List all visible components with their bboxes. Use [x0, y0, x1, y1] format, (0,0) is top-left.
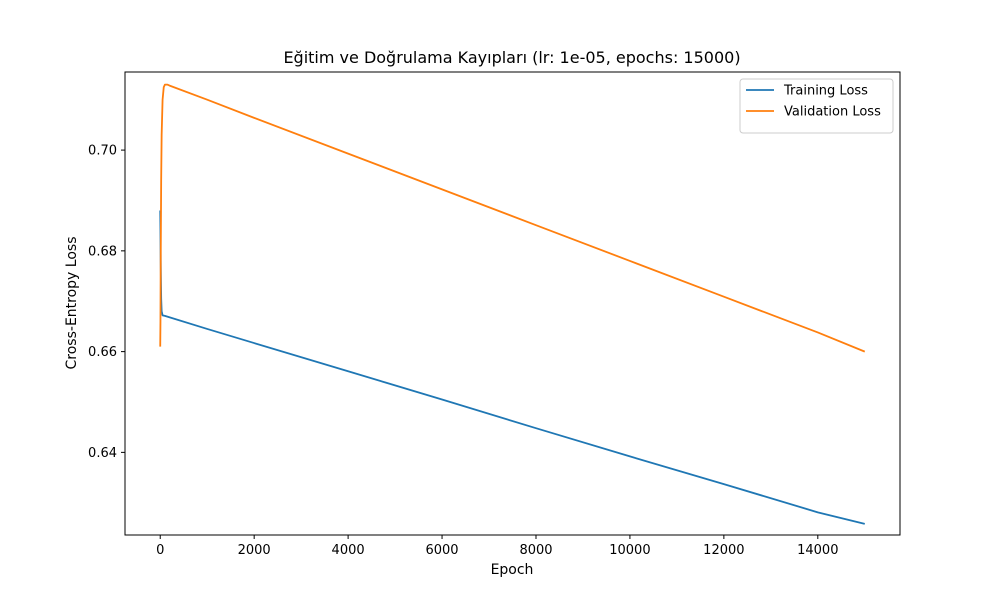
x-tick-label: 8000 [519, 543, 552, 558]
x-tick-label: 12000 [703, 543, 744, 558]
legend: Training Loss Validation Loss [739, 78, 894, 134]
x-tick-label: 4000 [332, 543, 365, 558]
y-tick-label: 0.64 [88, 446, 117, 461]
x-axis-label: Epoch [491, 562, 534, 578]
y-tick-label: 0.70 [88, 144, 117, 159]
legend-label: Validation Loss [784, 105, 881, 120]
y-tick-label: 0.68 [88, 244, 117, 259]
y-axis: 0.64 0.66 0.68 0.70 [88, 144, 125, 461]
legend-label: Training Loss [783, 84, 868, 99]
x-tick-label: 6000 [425, 543, 458, 558]
series-line-validation-loss [159, 83, 866, 353]
series-line-training-loss [159, 210, 865, 525]
plot-area [124, 71, 901, 536]
x-axis: 0 2000 4000 6000 8000 10000 12000 14000 [156, 535, 838, 558]
legend-box [739, 78, 894, 134]
y-axis-label: Cross-Entropy Loss [64, 237, 80, 370]
plot-frame [124, 71, 901, 536]
x-tick-label: 0 [156, 543, 164, 558]
x-tick-label: 10000 [609, 543, 650, 558]
x-tick-label: 14000 [797, 543, 838, 558]
chart-title: Eğitim ve Doğrulama Kayıpları (lr: 1e-05… [283, 48, 740, 67]
y-tick-label: 0.66 [88, 345, 117, 360]
x-tick-label: 2000 [238, 543, 271, 558]
